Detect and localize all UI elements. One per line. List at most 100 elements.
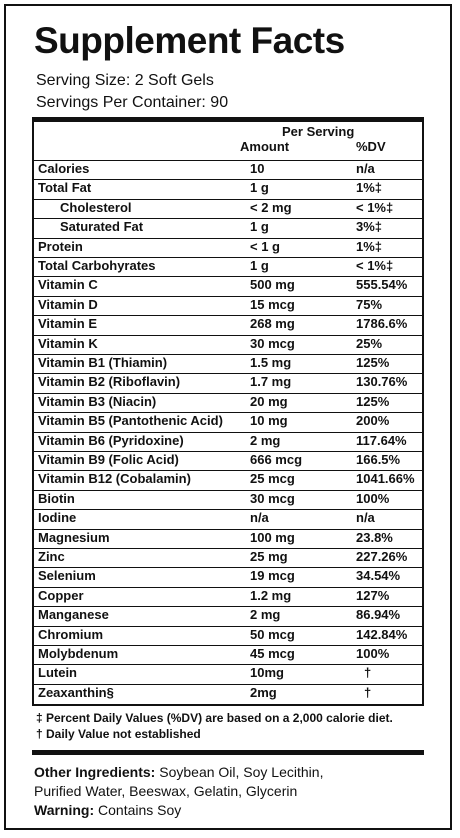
- nutrient-amount: 2 mg: [250, 432, 281, 448]
- nutrient-dv: 34.54%: [356, 568, 401, 584]
- nutrient-name: Vitamin B1 (Thiamin): [38, 355, 168, 370]
- nutrient-name: Total Carbohyrates: [38, 258, 156, 273]
- nutrient-name: Zinc: [38, 549, 65, 564]
- table-row: Vitamin E 268 mg 1786.6%: [34, 315, 422, 334]
- nutrient-amount: 20 mg: [250, 393, 288, 409]
- nutrient-dv: 127%: [356, 587, 390, 603]
- nutrient-dv: 166.5%: [356, 452, 401, 467]
- nutrient-amount: 1 g: [250, 219, 269, 235]
- nutrient-dv: 100%: [356, 490, 390, 506]
- table-row: Saturated Fat 1 g 3%‡: [34, 218, 422, 237]
- nutrient-name: Vitamin C: [38, 277, 98, 293]
- nutrient-name: Vitamin K: [38, 335, 98, 351]
- nutrient-dv: 75%: [356, 296, 383, 312]
- nutrient-name: Vitamin D: [38, 296, 98, 312]
- nutrient-amount: 100 mg: [250, 529, 295, 545]
- nutrient-dv: 227.26%: [356, 549, 408, 564]
- nutrient-dv: 1041.66%: [356, 471, 415, 487]
- table-row: Cholesterol < 2 mg < 1%‡: [34, 198, 422, 218]
- other-ingredients-label: Other Ingredients:: [34, 764, 156, 780]
- table-row: Vitamin B9 (Folic Acid) 666 mcg 166.5%: [34, 451, 422, 470]
- other-ingredients-line2: Purified Water, Beeswax, Gelatin, Glycer…: [34, 783, 298, 799]
- nutrient-name: Calories: [38, 161, 90, 176]
- nutrient-name: Total Fat: [38, 180, 92, 196]
- nutrient-name: Chromium: [38, 626, 103, 642]
- nutrient-dv: 1786.6%: [356, 316, 408, 332]
- nutrient-dv: 23.8%: [356, 529, 393, 545]
- table-row: Vitamin B3 (Niacin) 20 mg 125%: [34, 392, 422, 412]
- table-row: Copper 1.2 mg 127%: [34, 586, 422, 606]
- nutrient-amount: 1.2 mg: [250, 587, 292, 603]
- table-row: Chromium 50 mcg 142.84%: [34, 625, 422, 645]
- table-row: Vitamin B12 (Cobalamin) 25 mcg 1041.66%: [34, 470, 422, 489]
- nutrient-name: Iodine: [38, 510, 77, 526]
- table-row: Lutein 10mg †: [34, 664, 422, 683]
- nutrient-amount: 15 mcg: [250, 296, 295, 312]
- nutrient-dv: 200%: [356, 413, 390, 429]
- table-row: Calories 10 n/a: [34, 160, 422, 179]
- nutrient-dv: 1%‡: [356, 238, 383, 254]
- table-row: Protein < 1 g 1%‡: [34, 237, 422, 257]
- nutrient-dv: 25%: [356, 335, 383, 351]
- nutrient-dv: 142.84%: [356, 626, 408, 642]
- nutrient-name: Protein: [38, 238, 83, 254]
- nutrient-name: Lutein: [38, 665, 77, 681]
- amount-header: Amount: [240, 139, 290, 154]
- nutrient-name: Vitamin B12 (Cobalamin): [38, 471, 191, 487]
- nutrient-amount: 10mg: [250, 665, 284, 681]
- serving-size: Serving Size: 2 Soft Gels: [36, 72, 214, 89]
- nutrient-table: Per Serving Amount %DV Calories 10 n/a Tota…: [32, 122, 424, 706]
- nutrient-name: Biotin: [38, 490, 75, 506]
- nutrient-dv: 100%: [356, 646, 390, 661]
- nutrient-amount: 1 g: [250, 180, 269, 196]
- nutrient-dv: 555.54%: [356, 277, 408, 293]
- table-row: Vitamin B5 (Pantothenic Acid) 10 mg 200%: [34, 412, 422, 431]
- table-row: Manganese 2 mg 86.94%: [34, 606, 422, 625]
- nutrient-name: Copper: [38, 587, 84, 603]
- nutrient-dv: 3%‡: [356, 219, 383, 235]
- table-row: Iodine n/a n/a: [34, 509, 422, 528]
- nutrient-amount: 1.7 mg: [250, 374, 292, 390]
- table-row: Vitamin K 30 mcg 25%: [34, 334, 422, 354]
- nutrient-amount: 10: [250, 161, 265, 176]
- table-row: Biotin 30 mcg 100%: [34, 489, 422, 509]
- table-row: Molybdenum 45 mcg 100%: [34, 645, 422, 664]
- nutrient-name: Magnesium: [38, 529, 110, 545]
- table-row: Zeaxanthin§ 2mg †: [34, 683, 422, 703]
- nutrient-amount: 30 mcg: [250, 490, 295, 506]
- nutrient-dv: n/a: [356, 510, 375, 526]
- nutrient-name: Vitamin B9 (Folic Acid): [38, 452, 179, 467]
- nutrient-dv: n/a: [356, 161, 375, 176]
- nutrient-name: Manganese: [38, 607, 109, 623]
- footer-divider: [32, 750, 424, 755]
- nutrient-dv: †: [364, 665, 372, 681]
- other-ingredients-line1: Soybean Oil, Soy Lecithin,: [159, 764, 324, 780]
- nutrient-amount: 50 mcg: [250, 626, 295, 642]
- warning-label: Warning:: [34, 802, 95, 818]
- nutrient-amount: 1 g: [250, 258, 269, 273]
- table-row: Vitamin B2 (Riboflavin) 1.7 mg 130.76%: [34, 373, 422, 392]
- table-row: Vitamin B6 (Pyridoxine) 2 mg 117.64%: [34, 431, 422, 451]
- supplement-facts-panel: [4, 4, 452, 830]
- nutrient-amount: 25 mcg: [250, 471, 295, 487]
- dv-header: %DV: [356, 139, 386, 154]
- nutrient-amount: 1.5 mg: [250, 355, 292, 370]
- table-row: Selenium 19 mcg 34.54%: [34, 567, 422, 586]
- table-row: Vitamin B1 (Thiamin) 1.5 mg 125%: [34, 354, 422, 373]
- nutrient-amount: 666 mcg: [250, 452, 303, 467]
- nutrient-dv: 86.94%: [356, 607, 401, 623]
- table-row: Total Fat 1 g 1%‡: [34, 179, 422, 198]
- servings-per-container: Servings Per Container: 90: [36, 94, 229, 111]
- nutrient-amount: 500 mg: [250, 277, 295, 293]
- nutrient-name: Zeaxanthin§: [38, 684, 114, 700]
- nutrient-dv: 125%: [356, 393, 390, 409]
- table-row: Total Carbohyrates 1 g < 1%‡: [34, 257, 422, 276]
- table-row: Zinc 25 mg 227.26%: [34, 548, 422, 567]
- nutrient-amount: < 2 mg: [250, 199, 292, 215]
- nutrient-dv: < 1%‡: [356, 199, 394, 215]
- nutrient-name: Vitamin B6 (Pyridoxine): [38, 432, 184, 448]
- nutrient-dv: 117.64%: [356, 432, 407, 448]
- nutrient-dv: 130.76%: [356, 374, 408, 390]
- nutrient-amount: 10 mg: [250, 413, 288, 429]
- header-divider: [32, 117, 424, 122]
